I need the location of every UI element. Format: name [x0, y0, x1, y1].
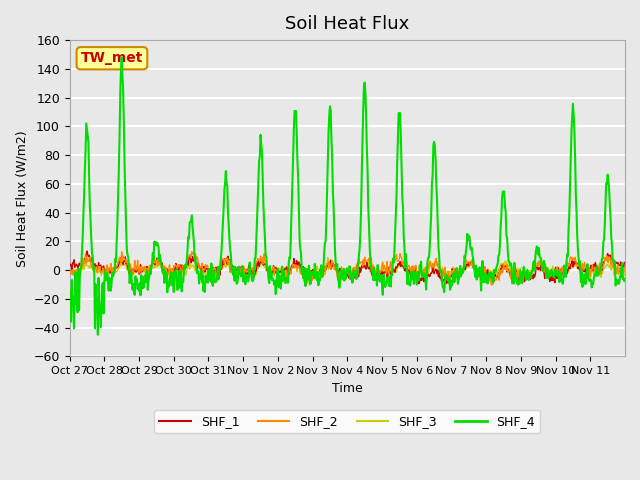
X-axis label: Time: Time	[332, 382, 363, 395]
Y-axis label: Soil Heat Flux (W/m2): Soil Heat Flux (W/m2)	[15, 130, 28, 266]
Legend: SHF_1, SHF_2, SHF_3, SHF_4: SHF_1, SHF_2, SHF_3, SHF_4	[154, 410, 540, 433]
Text: TW_met: TW_met	[81, 51, 143, 65]
Title: Soil Heat Flux: Soil Heat Flux	[285, 15, 410, 33]
